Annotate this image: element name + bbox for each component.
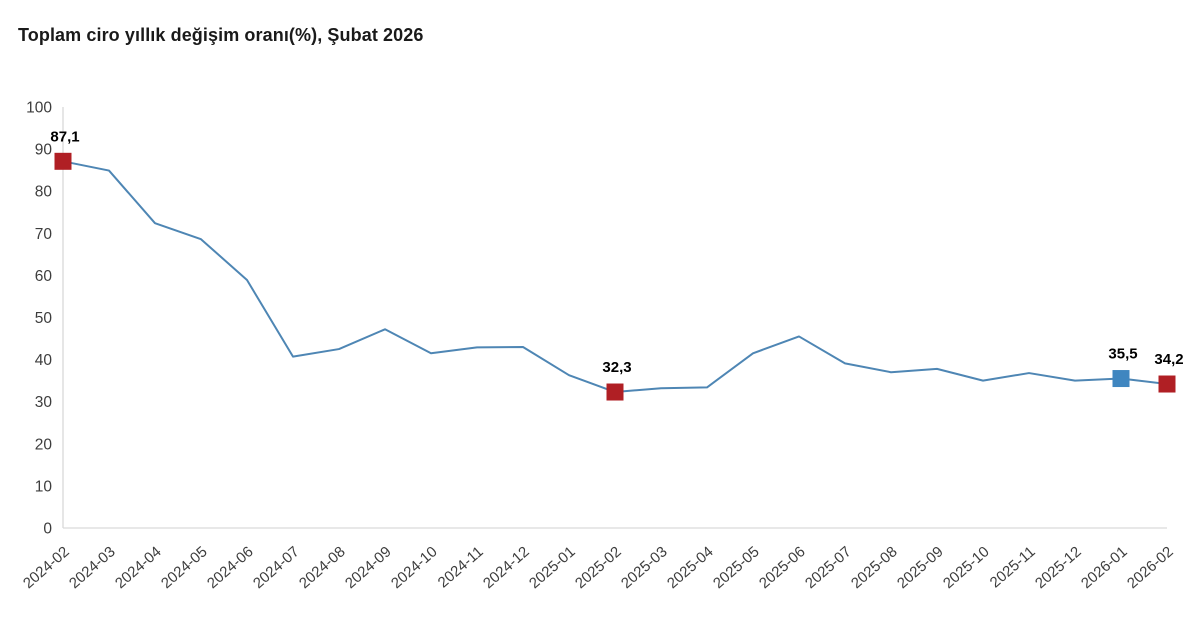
x-tick-label: 2025-01 <box>526 543 579 592</box>
data-point-marker <box>54 152 72 170</box>
x-tick-label: 2024-11 <box>435 543 487 591</box>
x-tick-label: 2026-02 <box>1124 543 1177 592</box>
y-tick-label: 70 <box>35 226 53 243</box>
data-point-label: 87,1 <box>50 128 79 145</box>
data-point-label: 34,2 <box>1154 351 1183 368</box>
x-tick-label: 2024-03 <box>66 543 119 592</box>
y-tick-label: 100 <box>26 100 52 117</box>
x-tick-label: 2024-08 <box>296 543 349 592</box>
x-tick-label: 2025-12 <box>1032 543 1085 592</box>
y-tick-label: 30 <box>35 394 53 411</box>
data-point-label: 35,5 <box>1108 346 1137 363</box>
x-tick-label: 2024-06 <box>204 543 257 592</box>
x-tick-label: 2025-10 <box>940 543 993 592</box>
data-point-marker <box>606 383 624 401</box>
x-tick-label: 2024-09 <box>342 543 395 592</box>
x-tick-label: 2026-01 <box>1078 543 1131 592</box>
y-tick-label: 0 <box>43 521 52 538</box>
x-tick-label: 2024-05 <box>158 543 211 592</box>
y-tick-label: 50 <box>35 310 53 327</box>
y-tick-label: 90 <box>35 142 53 159</box>
x-tick-label: 2025-03 <box>618 543 671 592</box>
x-tick-label: 2024-07 <box>250 543 303 592</box>
x-tick-label: 2024-12 <box>480 543 533 592</box>
data-point-marker <box>1112 370 1130 388</box>
x-tick-label: 2024-10 <box>388 543 441 592</box>
y-tick-label: 10 <box>35 478 53 495</box>
chart-title: Toplam ciro yıllık değişim oranı(%), Şub… <box>18 25 424 45</box>
x-tick-label: 2025-06 <box>756 543 809 592</box>
data-point-marker <box>1158 375 1176 393</box>
x-tick-label: 2024-02 <box>20 543 73 592</box>
x-tick-label: 2025-07 <box>802 543 855 592</box>
x-tick-label: 2025-02 <box>572 543 625 592</box>
x-tick-label: 2025-04 <box>664 543 717 592</box>
y-tick-label: 80 <box>35 184 53 201</box>
y-tick-label: 60 <box>35 268 53 285</box>
x-tick-label: 2025-08 <box>848 543 901 592</box>
x-tick-label: 2024-04 <box>112 543 165 592</box>
data-point-label: 32,3 <box>602 359 631 376</box>
data-line <box>62 160 1168 394</box>
x-tick-label: 2025-11 <box>987 543 1039 591</box>
x-tick-label: 2025-05 <box>710 543 763 592</box>
y-tick-label: 40 <box>35 352 53 369</box>
y-tick-label: 20 <box>35 436 53 453</box>
x-tick-label: 2025-09 <box>894 543 947 592</box>
